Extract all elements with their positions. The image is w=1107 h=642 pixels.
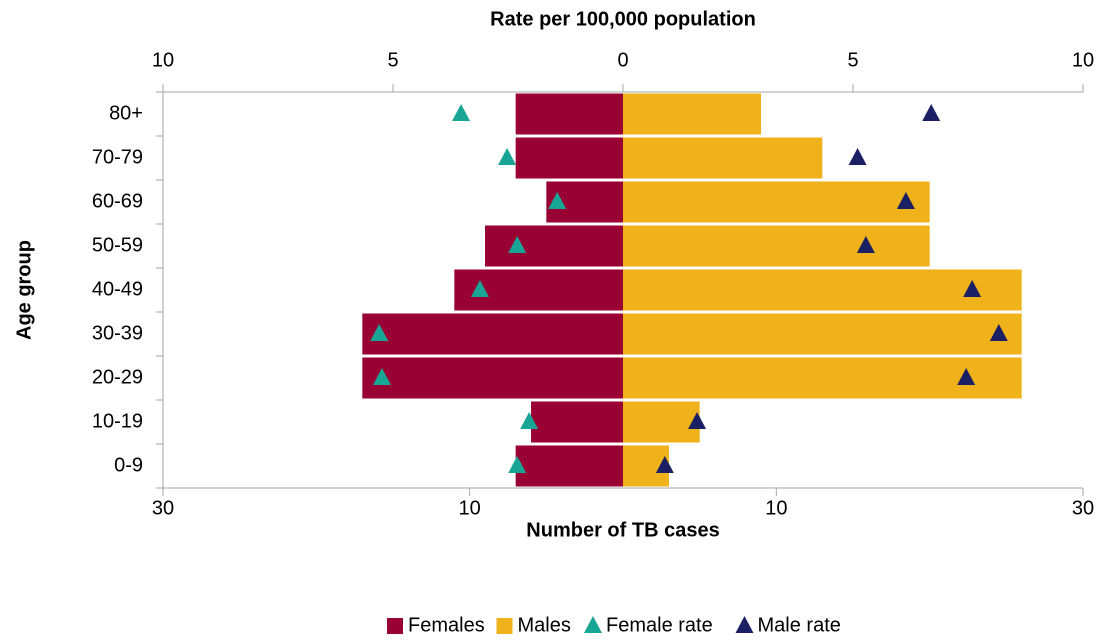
bottom-axis-title: Number of TB cases: [526, 519, 719, 541]
x2-tick-label: 10: [152, 49, 174, 71]
bar: [362, 357, 623, 399]
legend-swatch: [496, 618, 513, 634]
y-tick-label: 30-39: [92, 322, 143, 344]
rate-marker: [688, 412, 707, 429]
rate-marker: [963, 280, 982, 297]
rate-marker: [856, 236, 875, 253]
x-tick-label: 30: [152, 497, 174, 519]
y-tick-label: 60-69: [92, 190, 143, 212]
rate-marker: [508, 236, 527, 253]
rate-marker: [848, 148, 867, 165]
legend-label: Females: [408, 614, 485, 636]
x2-tick-label: 5: [387, 49, 398, 71]
rate-marker: [520, 412, 539, 429]
legend-swatch: [735, 616, 754, 633]
bar: [623, 137, 823, 179]
rate-marker: [548, 192, 567, 209]
rate-marker: [989, 324, 1008, 341]
rate-marker: [922, 104, 941, 121]
y-tick-label: 70-79: [92, 146, 143, 168]
rate-marker: [498, 148, 517, 165]
bar: [623, 269, 1022, 311]
rate-marker: [372, 368, 391, 385]
x2-tick-label: 5: [847, 49, 858, 71]
bar: [623, 93, 761, 135]
bar: [515, 445, 623, 487]
rate-marker: [508, 456, 527, 473]
legend-label: Female rate: [606, 614, 713, 636]
y-tick-label: 0-9: [114, 454, 143, 476]
bar: [515, 93, 623, 135]
bar: [485, 225, 623, 267]
x-tick-label: 30: [1072, 497, 1094, 519]
legend-label: Male rate: [758, 614, 841, 636]
top-axis-title: Rate per 100,000 population: [490, 8, 756, 30]
rate-marker: [896, 192, 915, 209]
y-tick-label: 40-49: [92, 278, 143, 300]
bar: [623, 313, 1022, 355]
rate-marker: [370, 324, 389, 341]
y-tick-label: 50-59: [92, 234, 143, 256]
rate-marker: [655, 456, 674, 473]
bar: [362, 313, 623, 355]
y-tick-label: 20-29: [92, 366, 143, 388]
rate-marker: [470, 280, 489, 297]
legend-swatch: [584, 616, 602, 633]
bar: [623, 401, 700, 443]
bar: [531, 401, 623, 443]
rate-marker: [452, 104, 471, 121]
bar: [623, 357, 1022, 399]
x2-tick-label: 0: [617, 49, 628, 71]
x-tick-label: 10: [765, 497, 787, 519]
bar: [623, 181, 930, 223]
bar: [515, 137, 623, 179]
legend-swatch: [387, 618, 403, 634]
y-tick-label: 10-19: [92, 410, 143, 432]
legend-label: Males: [518, 614, 571, 636]
y-axis-title: Age group: [13, 240, 35, 340]
y-tick-label: 80+: [109, 102, 143, 124]
rate-marker: [957, 368, 976, 385]
bar: [623, 225, 930, 267]
x-tick-label: 10: [459, 497, 481, 519]
x2-tick-label: 10: [1072, 49, 1094, 71]
